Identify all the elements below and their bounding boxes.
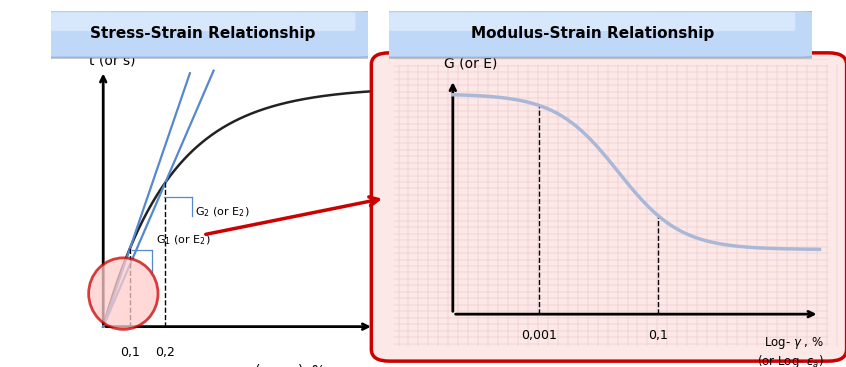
FancyBboxPatch shape — [368, 11, 816, 57]
FancyBboxPatch shape — [371, 53, 846, 361]
Text: 0,001: 0,001 — [521, 329, 557, 342]
Text: Modulus-Strain Relationship: Modulus-Strain Relationship — [470, 26, 714, 41]
FancyBboxPatch shape — [381, 12, 829, 67]
FancyBboxPatch shape — [44, 12, 381, 67]
FancyBboxPatch shape — [389, 12, 795, 31]
Ellipse shape — [89, 258, 158, 330]
Text: 0,1: 0,1 — [648, 329, 667, 342]
FancyBboxPatch shape — [35, 11, 371, 57]
Text: G$_2$ (or E$_2$): G$_2$ (or E$_2$) — [195, 205, 250, 219]
Text: 0,2: 0,2 — [156, 346, 175, 359]
Text: Log- $\gamma$ , %
(or Log- $\varepsilon$$_{a}$): Log- $\gamma$ , % (or Log- $\varepsilon$… — [757, 335, 824, 367]
Text: 0,1: 0,1 — [120, 346, 140, 359]
Text: Stress-Strain Relationship: Stress-Strain Relationship — [91, 26, 316, 41]
Text: t (or s): t (or s) — [90, 54, 136, 68]
FancyBboxPatch shape — [51, 12, 355, 31]
Text: G (or E): G (or E) — [444, 57, 497, 70]
Text: $\gamma$ (or  $\varepsilon$$_{a}$), %: $\gamma$ (or $\varepsilon$$_{a}$), % — [242, 363, 326, 367]
Text: G$_1$ (or E$_2$): G$_1$ (or E$_2$) — [156, 233, 211, 247]
